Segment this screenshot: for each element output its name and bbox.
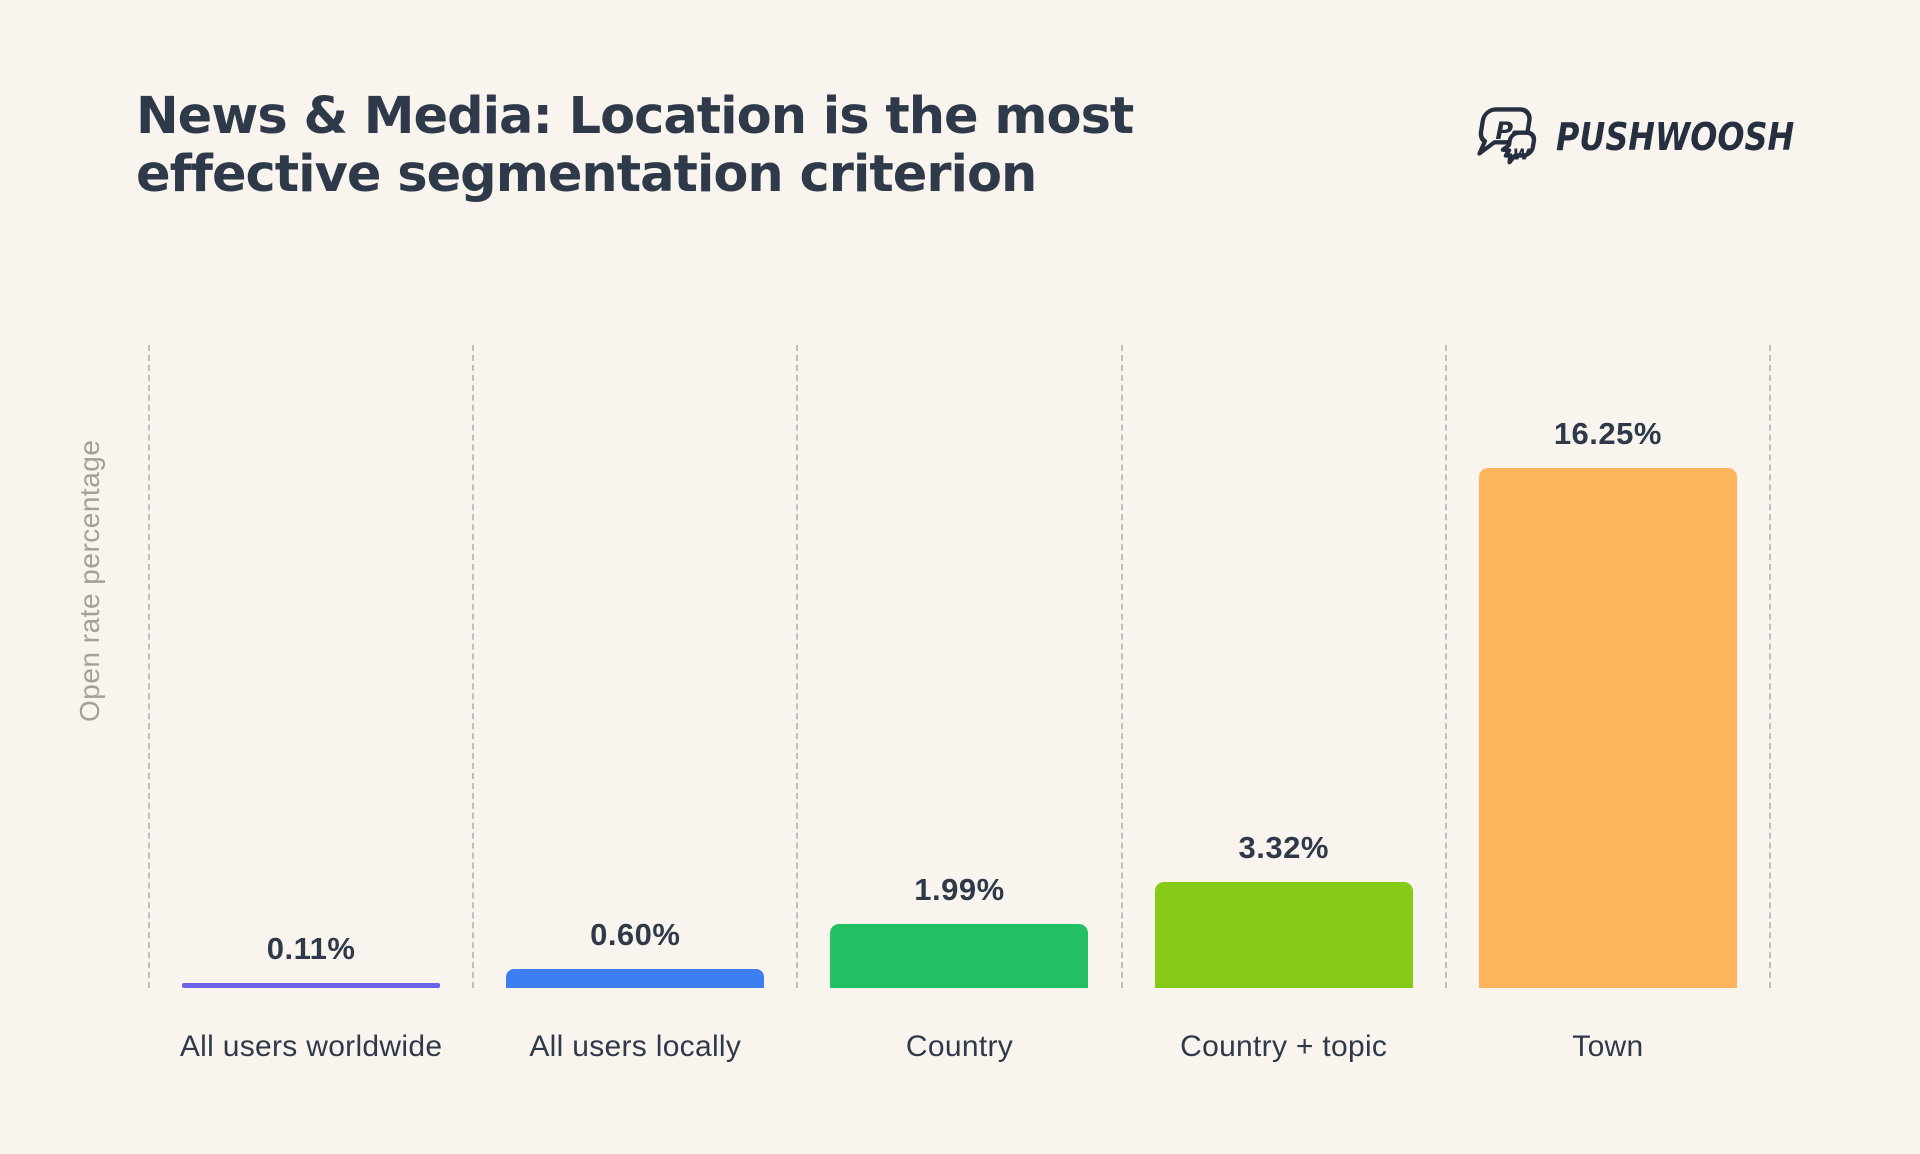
bar-town (1478, 468, 1737, 988)
category-separator-line (1120, 345, 1123, 988)
pushwoosh-wordmark: PUSHWOOSH (1556, 115, 1795, 159)
category-label-country: Country (905, 1030, 1014, 1063)
bar-chart: 0.11% All users worldwide 0.60% All users l… (148, 345, 1771, 1063)
value-label-country-topic: 3.32% (1238, 830, 1329, 865)
y-axis-label: Open rate percentage (74, 439, 105, 723)
category-separator-line (1769, 345, 1771, 988)
bar-country (830, 924, 1089, 988)
category-separator-line (1444, 345, 1447, 988)
value-label-town: 16.25% (1553, 416, 1662, 451)
bar-column-all-users-locally: 0.60% All users locally (473, 345, 797, 1063)
category-separator-line (472, 345, 475, 988)
chart-title-line-2: effective segmentation criterion (136, 145, 1037, 204)
bar-all-users-worldwide (182, 983, 441, 988)
bar-column-all-users-worldwide: 0.11% All users worldwide (149, 345, 473, 1063)
bar-country-topic (1154, 882, 1413, 988)
bar-all-users-locally (506, 969, 765, 988)
value-label-all-users-locally: 0.60% (590, 917, 681, 952)
category-separator-line (148, 345, 150, 988)
chart-title: News & Media: Location is the most effec… (136, 87, 1134, 204)
value-label-all-users-worldwide: 0.11% (266, 931, 356, 966)
pushwoosh-logo-icon: P W (1477, 107, 1537, 165)
bar-column-country: 1.99% Country (797, 345, 1121, 1063)
category-separator-line (796, 345, 799, 988)
bar-column-town: 16.25% Town (1446, 345, 1770, 1063)
value-label-country: 1.99% (914, 872, 1005, 907)
category-label-all-users-worldwide: All users worldwide (179, 1030, 443, 1063)
category-label-country-topic: Country + topic (1180, 1030, 1388, 1063)
chart-title-line-1: News & Media: Location is the most (136, 87, 1134, 146)
pushwoosh-logo: P W PUSHWOOSH (1464, 106, 1840, 168)
bar-column-country-topic: 3.32% Country + topic (1122, 345, 1446, 1063)
category-label-all-users-locally: All users locally (529, 1030, 742, 1063)
category-label-town: Town (1572, 1030, 1644, 1063)
svg-text:P: P (1495, 117, 1513, 145)
svg-text:W: W (1513, 145, 1531, 163)
